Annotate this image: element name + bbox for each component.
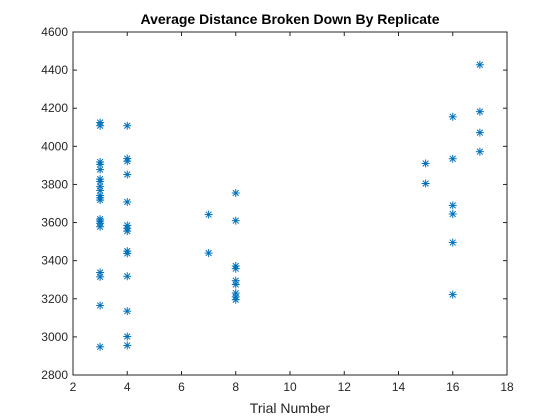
data-point	[123, 170, 132, 179]
x-tick-label: 16	[446, 380, 460, 394]
x-tick-label: 2	[70, 380, 77, 394]
x-tick-label: 18	[500, 380, 514, 394]
y-tick-label: 4600	[41, 25, 68, 39]
data-point	[123, 307, 132, 316]
data-point	[448, 290, 457, 299]
data-point	[123, 332, 132, 341]
x-tick-label: 12	[338, 380, 352, 394]
plot-area-box	[72, 31, 508, 376]
y-tick-label: 4200	[41, 101, 68, 115]
data-point	[96, 342, 105, 351]
chart-title: Average Distance Broken Down By Replicat…	[140, 11, 439, 27]
y-tick-label: 4000	[41, 139, 68, 153]
y-tick-label: 4400	[41, 63, 68, 77]
data-point	[475, 147, 484, 156]
y-tick-label: 3000	[41, 330, 68, 344]
data-point	[448, 201, 457, 210]
data-point	[475, 107, 484, 116]
y-axis: 2800 3000 3200 3400 3600 3800 4000 4200 4400 4600	[41, 25, 507, 382]
data-point	[96, 272, 105, 281]
y-tick-label: 3600	[41, 216, 68, 230]
data-point	[123, 157, 132, 166]
data-point	[231, 264, 240, 273]
y-tick-label: 3800	[41, 177, 68, 191]
data-points	[96, 60, 484, 351]
data-point	[231, 216, 240, 225]
x-tick-label: 8	[232, 380, 239, 394]
data-point	[123, 227, 132, 236]
data-point	[448, 154, 457, 163]
data-point	[204, 210, 213, 219]
data-point	[96, 196, 105, 205]
x-tick-label: 4	[124, 380, 131, 394]
x-tick-label: 14	[392, 380, 406, 394]
data-point	[123, 249, 132, 258]
x-axis: 2 4 6 8 10 12 14 16 18	[70, 32, 514, 394]
data-point	[448, 112, 457, 121]
data-point	[96, 222, 105, 231]
data-point	[475, 60, 484, 69]
data-point	[231, 280, 240, 289]
data-point	[421, 179, 430, 188]
x-tick-label: 10	[283, 380, 297, 394]
data-point	[123, 341, 132, 350]
data-point	[475, 128, 484, 137]
data-point	[96, 165, 105, 174]
y-tick-label: 3400	[41, 254, 68, 268]
data-point	[448, 238, 457, 247]
y-tick-label: 3200	[41, 292, 68, 306]
data-point	[231, 189, 240, 198]
data-point	[123, 197, 132, 206]
x-axis-label: Trial Number	[250, 400, 331, 416]
data-point	[96, 121, 105, 130]
data-point	[448, 209, 457, 218]
data-point	[231, 295, 240, 304]
data-point	[123, 272, 132, 281]
data-point	[123, 121, 132, 130]
data-point	[204, 249, 213, 258]
data-point	[96, 301, 105, 310]
y-tick-label: 2800	[41, 368, 68, 382]
data-point	[421, 159, 430, 168]
x-tick-label: 6	[178, 380, 185, 394]
